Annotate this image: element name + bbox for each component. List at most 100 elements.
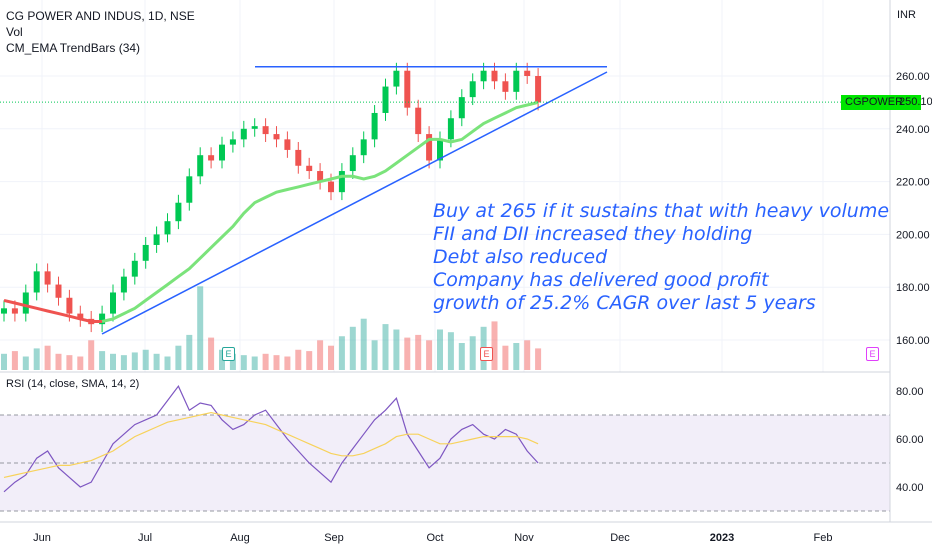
ema-line [3, 100, 539, 323]
x-tick-label: Jun [33, 532, 51, 544]
candle-body [44, 271, 51, 285]
price-badge-symbol: CGPOWER [845, 96, 904, 108]
earnings-marker-3[interactable]: E [866, 347, 879, 361]
chart-title: CG POWER AND INDUS, 1D, NSE [6, 9, 195, 23]
volume-bar [415, 334, 422, 370]
x-tick-label: 2023 [710, 532, 734, 544]
main-grid [0, 0, 890, 372]
candle-body [229, 139, 236, 145]
volume-bar [131, 352, 138, 370]
x-tick-label: Oct [426, 532, 443, 544]
volume-bar [66, 355, 73, 370]
y-axis-rsi: 80.00 60.00 40.00 [896, 386, 924, 494]
candle-body [55, 284, 62, 298]
volume-bar [284, 356, 291, 370]
candles [1, 62, 542, 333]
volume-bar [197, 286, 204, 370]
volume-bar [535, 348, 542, 370]
y-tick-label: 240.00 [896, 124, 930, 136]
rsi-line [3, 385, 539, 493]
candle-body [197, 155, 204, 177]
volume-legend: Vol [6, 25, 23, 39]
candle-body [371, 112, 378, 140]
candle-body [164, 221, 171, 235]
candle-body [426, 134, 433, 161]
x-axis: Jun Jul Aug Sep Oct Nov Dec 2023 Feb [33, 532, 832, 544]
earnings-marker-1[interactable]: E [222, 347, 235, 361]
volume-bar [306, 351, 313, 370]
candle-body [415, 107, 422, 135]
candle-body [535, 76, 542, 103]
volume-bar [393, 329, 400, 370]
volume-bar [491, 321, 498, 370]
y-tick-label: 180.00 [896, 282, 930, 294]
candle-body [110, 292, 116, 314]
candle-body [1, 308, 7, 314]
volume-bar [371, 340, 378, 370]
candle-body [317, 171, 324, 182]
volume-bar [240, 355, 247, 370]
volume-bar [229, 353, 236, 370]
volume-bar [208, 337, 215, 370]
ema-legend: CM_EMA TrendBars (34) [6, 41, 141, 55]
volume-bar [142, 349, 149, 370]
volume-bar [99, 351, 106, 370]
candle-body [251, 126, 258, 129]
x-tick-label: Feb [814, 532, 833, 544]
volume-bar [338, 336, 345, 370]
trendlines [101, 66, 608, 335]
candle-body [382, 86, 389, 113]
volume-bar [33, 348, 40, 370]
volume-bar [77, 356, 84, 370]
candle-body [262, 126, 269, 135]
rsi-tick-label: 80.00 [896, 386, 924, 398]
candle-body [153, 234, 160, 245]
candle-body [338, 171, 345, 193]
rsi-sma-line [3, 411, 539, 478]
candle-body [458, 97, 465, 119]
volume-bar [382, 324, 389, 370]
y-tick-label: 220.00 [896, 177, 930, 189]
volume-bar [349, 326, 356, 370]
volume-bar [1, 353, 7, 370]
candle-body [306, 165, 313, 172]
earnings-marker-2[interactable]: E [480, 347, 493, 361]
annotation-line-2: FII and DII increased they holding [433, 223, 753, 245]
y-tick-label: 260.00 [896, 71, 930, 83]
candle-body [186, 176, 193, 203]
volume-bar [175, 345, 182, 370]
volume-bar [153, 353, 160, 370]
volume-bar [55, 353, 62, 370]
candle-body [131, 260, 138, 277]
candle-body [240, 128, 247, 140]
volume-bar [164, 356, 171, 370]
candle-body [208, 155, 215, 161]
rsi-legend: RSI (14, close, SMA, 14, 2) [6, 378, 140, 390]
volume-bar [458, 343, 465, 370]
candle-body [469, 81, 476, 98]
candle-body [502, 81, 509, 92]
volume-bars [1, 286, 542, 370]
candle-body [142, 244, 149, 261]
candle-body [66, 297, 73, 314]
y-axis-main: 260.00 240.00 220.00 200.00 180.00 160.00 [896, 71, 930, 347]
candle-body [77, 313, 84, 319]
price-badge-value: 250.10 [899, 96, 932, 108]
price-badge: CGPOWER 250.10 [841, 95, 932, 110]
x-tick-label: Sep [324, 532, 344, 544]
volume-bar [44, 345, 51, 370]
candle-body [360, 139, 367, 156]
ema-line-up [101, 100, 539, 323]
x-tick-label: Jul [138, 532, 152, 544]
y-tick-label: 200.00 [896, 229, 930, 241]
volume-bar [186, 334, 193, 370]
candle-body [524, 70, 531, 76]
annotation-line-5: growth of 25.2% CAGR over last 5 years [433, 292, 816, 314]
ema-line-down [3, 298, 103, 323]
volume-bar [437, 329, 443, 370]
candle-body [295, 149, 302, 166]
annotation-line-4: Company has delivered good profit [433, 269, 769, 291]
annotation-line-3: Debt also reduced [433, 246, 608, 268]
volume-bar [447, 332, 454, 370]
